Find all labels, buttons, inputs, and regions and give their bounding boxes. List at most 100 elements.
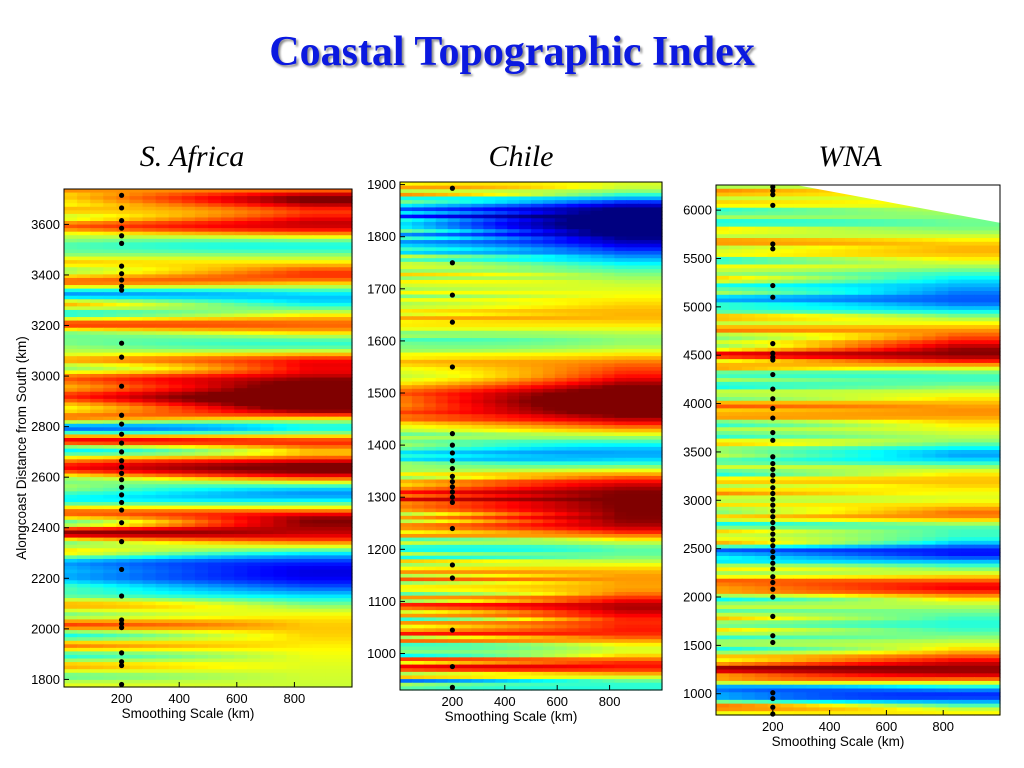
heat-cell	[194, 612, 209, 617]
heat-cell	[64, 196, 78, 201]
heat-cell	[554, 388, 568, 394]
heat-cell	[168, 654, 183, 660]
heat-cell	[77, 580, 91, 585]
heat-cell	[103, 505, 117, 510]
heat-cell	[411, 232, 425, 238]
heat-cell	[286, 267, 301, 272]
heat-cell	[299, 320, 314, 325]
heat-cell	[129, 196, 144, 201]
heat-cell	[590, 283, 604, 288]
heat-cell	[155, 302, 170, 307]
heat-cell	[566, 465, 580, 470]
heat-cell	[247, 626, 261, 631]
heat-cell	[400, 312, 413, 317]
heat-cell	[338, 594, 353, 599]
heat-cell	[142, 242, 157, 247]
heat-cell	[103, 313, 117, 318]
heat-cell	[614, 283, 627, 288]
heat-cell	[495, 247, 508, 252]
heat-cell	[273, 427, 288, 432]
heat-cell	[423, 436, 437, 441]
heat-cell	[626, 196, 639, 201]
heat-cell	[168, 370, 183, 375]
heat-cell	[103, 551, 117, 556]
heat-cell	[103, 253, 117, 258]
heat-cell	[247, 277, 261, 283]
heat-cell	[590, 279, 604, 285]
heat-cell	[103, 480, 117, 485]
heat-cell	[299, 459, 314, 464]
heat-cell	[519, 345, 532, 350]
heat-cell	[286, 427, 301, 432]
heat-cell	[142, 438, 157, 443]
heat-cell	[181, 498, 196, 503]
heat-cell	[181, 562, 196, 567]
heat-cell	[181, 558, 196, 564]
heat-cell	[260, 231, 275, 236]
heat-cell	[542, 334, 556, 339]
heat-cell	[602, 367, 615, 372]
heat-cell	[181, 249, 196, 254]
heat-cell	[181, 455, 196, 460]
heat-cell	[638, 334, 651, 339]
heat-cell	[507, 254, 520, 259]
heat-cell	[273, 409, 288, 414]
heat-cell	[168, 558, 183, 564]
heat-cell	[507, 367, 520, 372]
heat-cell	[614, 465, 627, 470]
heat-cell	[400, 450, 413, 455]
heat-cell	[447, 196, 461, 201]
heat-cell	[142, 260, 157, 265]
heat-cell	[273, 512, 288, 517]
heat-cell	[77, 416, 91, 421]
heat-cell	[614, 475, 627, 481]
heat-cell	[411, 403, 425, 408]
heat-cell	[181, 398, 196, 404]
heat-cell	[247, 587, 261, 592]
heat-cell	[626, 312, 639, 317]
heat-cell	[208, 363, 222, 368]
heat-cell	[299, 672, 314, 677]
heat-cell	[129, 583, 144, 588]
heat-cell	[483, 327, 496, 332]
heat-cell	[142, 384, 157, 389]
heat-cell	[181, 665, 196, 670]
heat-cell	[447, 316, 461, 321]
heat-cell	[578, 294, 592, 299]
heat-cell	[155, 235, 170, 240]
heat-cell	[77, 381, 91, 386]
heat-cell	[435, 428, 449, 433]
heat-cell	[194, 196, 209, 201]
heat-cell	[234, 445, 248, 450]
heat-cell	[194, 366, 209, 372]
heat-cell	[435, 446, 449, 452]
heat-cell	[447, 338, 461, 343]
heat-cell	[77, 388, 91, 393]
heat-cell	[447, 182, 461, 187]
heat-cell	[312, 381, 327, 386]
heat-cell	[155, 555, 170, 560]
heat-cell	[590, 341, 604, 346]
heat-cell	[181, 224, 196, 229]
heat-cell	[614, 454, 627, 459]
heat-cell	[194, 409, 209, 414]
heat-cell	[286, 658, 301, 663]
heat-cell	[554, 218, 568, 223]
heat-cell	[181, 377, 196, 382]
heat-cell	[614, 381, 627, 386]
heat-cell	[542, 250, 556, 256]
heat-cell	[554, 417, 568, 423]
heat-cell	[64, 373, 78, 379]
heat-cell	[286, 665, 301, 670]
heat-cell	[234, 203, 248, 208]
heat-cell	[181, 306, 196, 311]
heat-cell	[578, 247, 592, 252]
heat-cell	[77, 327, 91, 332]
heat-cell	[116, 349, 131, 354]
heat-cell	[181, 313, 196, 318]
heat-cell	[471, 327, 484, 332]
heat-cell	[142, 505, 157, 510]
heat-cell	[168, 277, 183, 283]
heat-cell	[247, 676, 261, 681]
heat-cell	[208, 263, 222, 268]
